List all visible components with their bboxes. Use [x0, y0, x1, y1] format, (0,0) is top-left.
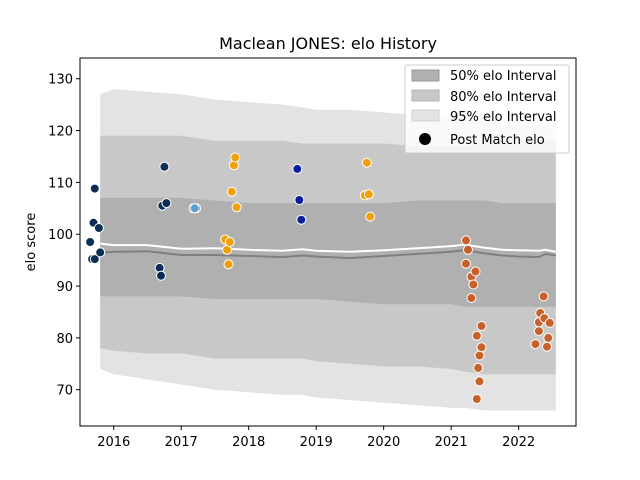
data-point: [538, 291, 549, 302]
legend-swatch-50: [411, 69, 440, 82]
data-point: [471, 394, 482, 404]
data-point: [463, 244, 473, 255]
data-point: [461, 258, 471, 269]
legend-swatch-95: [411, 109, 440, 122]
y-axis-ticks: 70 80 90 100 110 120 130: [48, 73, 80, 399]
y-tick-label: 80: [56, 332, 73, 347]
x-tick-label: 2020: [367, 435, 400, 450]
legend-label-95: 95% elo Interval: [450, 110, 557, 125]
interval-bands: [100, 89, 556, 411]
legend-label-points: Post Match elo: [450, 133, 545, 148]
band-50: [100, 197, 556, 307]
data-point: [161, 198, 172, 209]
y-tick-label: 130: [48, 73, 73, 88]
data-point: [156, 270, 166, 281]
x-tick-label: 2016: [97, 435, 130, 450]
x-tick-label: 2017: [165, 435, 198, 450]
data-point: [159, 161, 170, 172]
y-tick-label: 70: [56, 384, 73, 399]
data-point: [461, 235, 471, 246]
data-point: [231, 202, 242, 213]
legend-box: [404, 64, 570, 154]
data-point: [95, 247, 106, 258]
data-point: [189, 203, 200, 214]
data-point: [476, 321, 487, 331]
data-point: [473, 362, 484, 373]
data-point: [294, 195, 305, 205]
median-line: [100, 249, 556, 260]
data-point: [468, 279, 479, 290]
data-point: [85, 237, 96, 247]
data-point: [226, 186, 237, 197]
data-point: [223, 259, 234, 270]
legend-swatch-80: [411, 89, 440, 102]
data-point: [544, 317, 555, 328]
y-tick-label: 90: [56, 280, 73, 295]
legend-label-80: 80% elo Interval: [450, 90, 557, 105]
data-point: [365, 211, 376, 222]
y-axis-label: elo score: [24, 213, 39, 272]
x-axis-ticks: 2016 2017 2018 2019 2020 2021 2022: [97, 426, 535, 450]
x-tick-label: 2021: [435, 435, 468, 450]
y-tick-label: 100: [48, 228, 73, 243]
data-point: [474, 350, 485, 361]
data-point: [542, 341, 552, 352]
data-point: [224, 237, 235, 247]
data-point: [474, 376, 485, 387]
data-point: [471, 330, 482, 341]
data-point: [89, 254, 100, 265]
data-point: [361, 157, 372, 168]
legend-marker-points: [419, 133, 431, 145]
data-point: [230, 152, 241, 163]
chart-title: Maclean JONES: elo History: [219, 34, 437, 53]
x-tick-label: 2022: [502, 435, 535, 450]
data-point: [470, 266, 481, 277]
post-match-points: [85, 152, 555, 404]
legend-label-50: 50% elo Interval: [450, 69, 557, 84]
y-tick-label: 120: [48, 125, 73, 140]
trend-lines: [100, 242, 556, 260]
data-point: [292, 163, 303, 174]
legend: 50% elo Interval 80% elo Interval 95% el…: [404, 64, 570, 154]
data-point: [93, 223, 104, 233]
data-point: [466, 293, 477, 303]
data-point: [363, 189, 374, 200]
y-tick-label: 110: [48, 176, 73, 191]
x-tick-label: 2018: [232, 435, 265, 450]
plot-frame: [79, 57, 577, 427]
data-point: [543, 332, 554, 343]
data-point: [89, 183, 100, 194]
data-point: [296, 214, 307, 225]
x-tick-label: 2019: [300, 435, 333, 450]
data-point: [476, 342, 487, 353]
data-point: [533, 326, 544, 337]
mean-line: [100, 242, 556, 253]
data-point: [530, 339, 541, 350]
